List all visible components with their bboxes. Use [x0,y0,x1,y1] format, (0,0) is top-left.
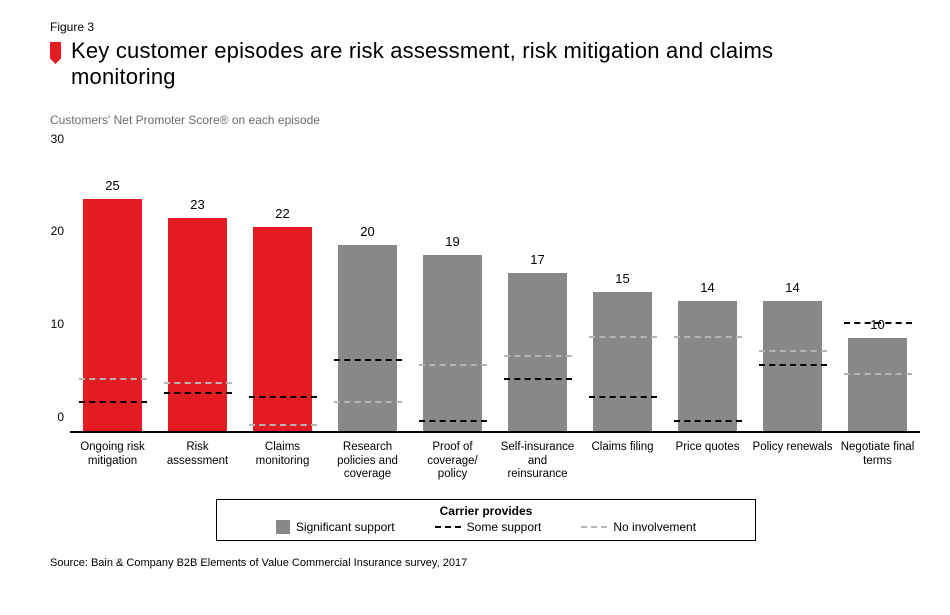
bar-value-label: 14 [785,280,799,295]
no-involvement-line [844,373,912,375]
bar-wrap: 25 [70,153,155,431]
bar-wrap: 23 [155,153,240,431]
some-support-line [759,364,827,366]
legend-label: No involvement [613,520,696,534]
bar: 23 [168,218,228,431]
x-tick-label: Proof of coverage/ policy [410,437,495,493]
some-support-line [844,322,912,324]
legend-title: Carrier provides [227,504,745,518]
y-tick-label: 10 [51,317,64,331]
bar: 14 [678,301,738,431]
plot-area: 25232220191715141410 0102030 [70,153,920,433]
legend-swatch-dash [581,526,607,528]
no-involvement-line [249,424,317,426]
some-support-line [249,396,317,398]
no-involvement-line [419,364,487,366]
no-involvement-line [759,350,827,352]
bar: 14 [763,301,823,431]
bar: 10 [848,338,908,431]
bar: 17 [508,273,568,431]
bar-wrap: 15 [580,153,665,431]
bar-value-label: 20 [360,224,374,239]
legend-item: Some support [435,520,542,534]
x-tick-label: Claims monitoring [240,437,325,493]
y-tick-label: 20 [51,224,64,238]
x-tick-label: Policy renewals [750,437,835,493]
bar-value-label: 17 [530,252,544,267]
bars-container: 25232220191715141410 [70,153,920,431]
some-support-line [419,420,487,422]
x-tick-label: Research policies and coverage [325,437,410,493]
bar-value-label: 10 [870,317,884,332]
chart-title: Key customer episodes are risk assessmen… [71,38,791,91]
x-tick-label: Negotiate final terms [835,437,920,493]
bar-value-label: 25 [105,178,119,193]
some-support-line [334,359,402,361]
some-support-line [164,392,232,394]
some-support-line [79,401,147,403]
bar-value-label: 15 [615,271,629,286]
x-axis-labels: Ongoing risk mitigationRisk assessmentCl… [70,437,920,493]
bar-wrap: 20 [325,153,410,431]
bar-value-label: 22 [275,206,289,221]
bar-wrap: 17 [495,153,580,431]
bar-wrap: 14 [665,153,750,431]
bar-wrap: 19 [410,153,495,431]
bar: 22 [253,227,313,431]
y-tick-label: 30 [51,132,64,146]
bar-value-label: 23 [190,197,204,212]
bar-chart: 25232220191715141410 0102030 Ongoing ris… [50,133,920,493]
bar-wrap: 10 [835,153,920,431]
x-tick-label: Self-insurance and reinsurance [495,437,580,493]
legend-swatch-dash [435,526,461,528]
legend-item: Significant support [276,520,395,534]
some-support-line [504,378,572,380]
bar: 15 [593,292,653,431]
bar-value-label: 19 [445,234,459,249]
figure-label: Figure 3 [50,20,922,34]
x-tick-label: Ongoing risk mitigation [70,437,155,493]
some-support-line [589,396,657,398]
source-line: Source: Bain & Company B2B Elements of V… [50,557,922,569]
bar-wrap: 14 [750,153,835,431]
x-tick-label: Price quotes [665,437,750,493]
bar: 19 [423,255,483,431]
flag-icon [50,42,61,64]
legend-label: Some support [467,520,542,534]
y-tick-label: 0 [57,410,64,424]
chart-subtitle: Customers' Net Promoter Score® on each e… [50,113,922,127]
x-tick-label: Risk assessment [155,437,240,493]
bar: 25 [83,199,143,431]
no-involvement-line [589,336,657,338]
no-involvement-line [164,382,232,384]
legend: Carrier provides Significant support Some… [216,499,756,541]
no-involvement-line [504,355,572,357]
some-support-line [674,420,742,422]
x-tick-label: Claims filing [580,437,665,493]
no-involvement-line [674,336,742,338]
legend-items: Significant support Some support No involv… [227,520,745,534]
no-involvement-line [79,378,147,380]
bar-value-label: 14 [700,280,714,295]
legend-swatch-box [276,520,290,534]
legend-label: Significant support [296,520,395,534]
bar-wrap: 22 [240,153,325,431]
legend-item: No involvement [581,520,696,534]
no-involvement-line [334,401,402,403]
